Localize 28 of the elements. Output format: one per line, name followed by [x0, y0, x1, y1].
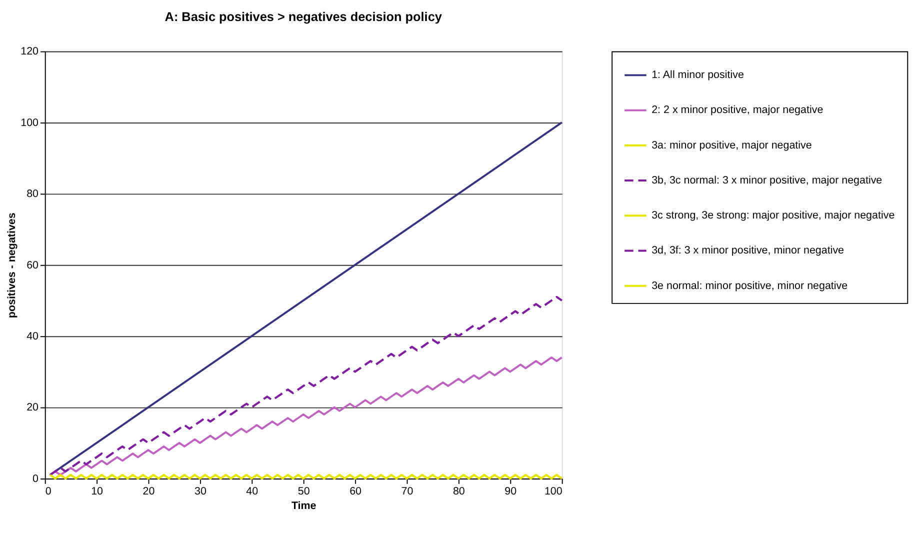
legend-label: 1: All minor positive [652, 69, 744, 82]
legend-label: 3d, 3f: 3 x minor positive, minor negative [652, 244, 844, 257]
y-tick-label: 120 [20, 46, 39, 58]
x-tick-label: 100 [544, 486, 562, 498]
x-tick-label: 50 [298, 486, 310, 498]
chart-title: A: Basic positives > negatives decision policy [164, 10, 442, 24]
x-axis-title: Time [291, 500, 316, 512]
x-tick-label: 0 [45, 486, 52, 498]
x-tick-label: 60 [350, 486, 362, 498]
y-tick-label: 40 [26, 330, 39, 343]
x-tick-label: 10 [91, 486, 104, 498]
y-tick-label: 20 [26, 402, 39, 414]
legend-label: 3a: minor positive, major negative [652, 139, 812, 152]
legend-label: 3b, 3c normal: 3 x minor positive, major negative [652, 174, 882, 186]
legend-label: 3c strong, 3e strong: major positive, major negative [652, 210, 895, 222]
x-tick-label: 40 [246, 486, 258, 498]
x-tick-label: 90 [504, 486, 517, 498]
y-tick-label: 80 [26, 188, 39, 200]
y-tick-label: 60 [26, 259, 39, 272]
legend-label: 2: 2 x minor positive, major negative [652, 104, 824, 116]
y-tick-label: 100 [20, 116, 39, 129]
y-tick-label: 0 [32, 472, 39, 485]
x-tick-label: 20 [142, 486, 155, 498]
x-tick-label: 30 [194, 486, 206, 498]
x-tick-label: 70 [401, 486, 414, 498]
x-tick-label: 80 [452, 486, 465, 498]
y-axis-title: positives - negatives [6, 212, 18, 318]
legend-label: 3e normal: minor positive, minor negative [652, 280, 848, 292]
